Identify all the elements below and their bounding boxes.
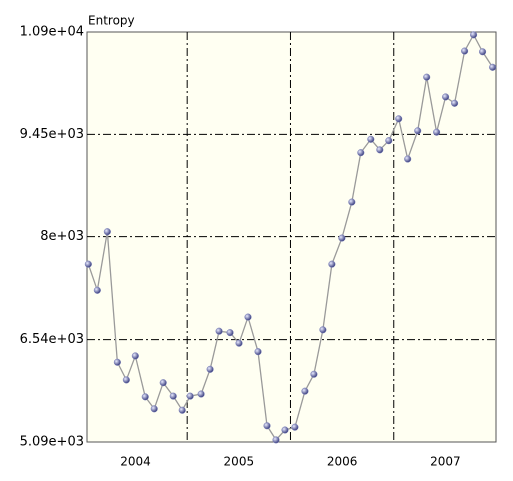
x-tick-label: 2004 [120,455,151,469]
data-point [414,127,422,135]
y-tick-label: 9.45e+03 [20,127,84,142]
data-line [87,33,494,441]
data-point [461,47,469,55]
data-point [150,405,158,413]
data-point [254,348,262,356]
data-point [348,198,356,206]
x-tick-label: 2005 [224,455,255,469]
data-point [423,73,431,81]
data-point [169,392,177,400]
y-tick-label: 6.54e+03 [20,332,84,347]
data-point [367,135,375,143]
data-point [226,329,234,337]
data-point [103,228,111,236]
data-point [301,387,309,395]
data-point [376,146,384,154]
data-point [84,260,92,268]
data-point [235,339,243,347]
data-point [263,422,271,430]
data-point [197,390,205,398]
data-point [433,128,441,136]
y-tick-label: 1.09e+04 [20,25,84,40]
y-tick-label: 5.09e+03 [20,435,84,450]
data-point [215,327,223,335]
data-point [291,423,299,431]
data-point [93,286,101,294]
data-point [489,63,497,71]
data-point [442,93,450,101]
data-point [272,436,280,444]
data-point [385,137,393,145]
data-point [178,406,186,414]
data-point [310,370,318,378]
data-point [451,99,459,107]
data-point [357,149,365,157]
data-point [338,234,346,242]
data-point [159,379,167,387]
data-point [186,392,194,400]
data-point [122,376,130,384]
x-tick-label: 2006 [327,455,358,469]
data-point [206,365,214,373]
data-point [281,426,289,434]
data-point [319,326,327,334]
data-point [244,313,252,321]
x-tick-label: 2007 [430,455,461,469]
data-point [404,155,412,163]
data-point [328,260,336,268]
data-point [131,352,139,360]
data-point [113,358,121,366]
data-point [395,115,403,123]
data-point [479,48,487,56]
data-point [141,393,149,401]
chart-title: Entropy [88,14,135,28]
y-tick-label: 8e+03 [40,229,84,244]
data-point [470,31,478,39]
